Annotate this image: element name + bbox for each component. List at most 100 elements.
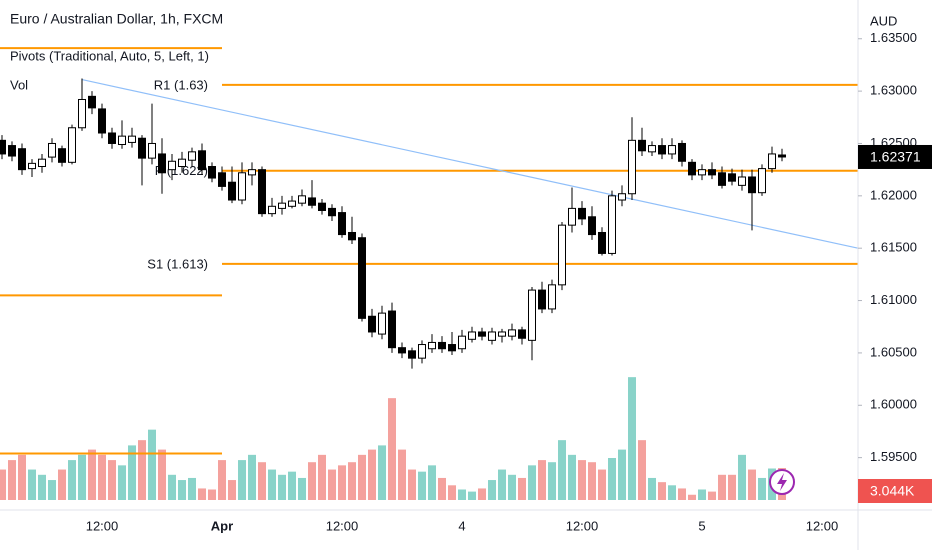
volume-bar — [38, 474, 46, 500]
candle-body — [528, 289, 536, 341]
volume-bar — [218, 460, 226, 500]
volume-bar — [338, 465, 346, 500]
volume-bar — [748, 469, 756, 500]
x-tick-label: 12:00 — [806, 518, 839, 533]
candle-body — [658, 145, 666, 155]
y-tick-label: 1.63000 — [870, 83, 917, 98]
volume-bar — [678, 488, 686, 500]
candle-body — [8, 145, 16, 157]
volume-bar — [538, 460, 546, 500]
candle-body — [318, 202, 326, 211]
candle-body — [158, 153, 166, 174]
candle-body — [128, 135, 136, 143]
candle-body — [388, 310, 396, 349]
pivot-label: R1 (1.63) — [154, 77, 208, 92]
candle-body — [738, 176, 746, 186]
volume-bar — [688, 494, 696, 500]
volume-bar — [698, 489, 706, 500]
volume-bar — [248, 454, 256, 500]
x-tick-label: 12:00 — [86, 518, 119, 533]
candle-body — [108, 132, 116, 144]
alert-icon[interactable] — [769, 469, 795, 495]
candle-body — [518, 329, 526, 339]
candle-body — [488, 331, 496, 341]
volume-bar — [648, 477, 656, 500]
candle-body — [478, 331, 486, 337]
volume-bar — [58, 469, 66, 500]
y-tick-label: 1.63500 — [870, 30, 917, 45]
volume-bar — [508, 474, 516, 500]
volume-bar — [708, 491, 716, 500]
volume-bar — [158, 449, 166, 500]
volume-bar — [128, 445, 136, 500]
volume-bar — [598, 469, 606, 500]
candle-body — [468, 331, 476, 340]
candle-body — [98, 108, 106, 134]
volume-bar — [368, 449, 376, 500]
volume-bar — [608, 458, 616, 500]
candle-body — [348, 231, 356, 241]
y-tick-label: 1.61000 — [870, 292, 917, 307]
candle-body — [168, 160, 176, 171]
volume-bar — [48, 480, 56, 500]
volume-bar — [258, 462, 266, 500]
last-volume-label: 3.044K — [870, 483, 915, 499]
volume-bar — [318, 454, 326, 500]
volume-bar — [478, 488, 486, 500]
candle-body — [18, 148, 26, 171]
y-tick-label: 1.59500 — [870, 449, 917, 464]
candle-body — [608, 195, 616, 254]
volume-bar — [658, 482, 666, 500]
volume-bar — [88, 449, 96, 500]
candle-body — [648, 145, 656, 153]
candle-body — [58, 148, 66, 163]
candle-body — [718, 172, 726, 186]
candle-body — [138, 137, 146, 159]
volume-bar — [428, 465, 436, 500]
candle-body — [288, 200, 296, 207]
volume-label-bg — [858, 479, 932, 503]
candle-body — [278, 202, 286, 209]
volume-bar — [348, 462, 356, 500]
candle-body — [28, 162, 36, 170]
candle-body — [248, 169, 256, 176]
y-tick-label: 1.62000 — [870, 187, 917, 202]
candle-body — [508, 329, 516, 337]
volume-bar — [438, 477, 446, 500]
candle-body — [378, 312, 386, 335]
candle-body — [428, 341, 436, 350]
volume-bar — [728, 474, 736, 500]
candle-body — [618, 193, 626, 201]
volume-bar — [518, 477, 526, 500]
candle-body — [238, 172, 246, 201]
y-tick-label: 1.60500 — [870, 344, 917, 359]
pivot-label: S1 (1.613) — [147, 256, 208, 271]
volume-bar — [668, 485, 676, 500]
volume-bar — [28, 469, 36, 500]
candle-body — [188, 151, 196, 161]
candle-body — [448, 344, 456, 352]
candle-body — [678, 142, 686, 162]
chart-title: Euro / Australian Dollar, 1h, FXCM — [10, 11, 223, 27]
volume-bar — [178, 480, 186, 500]
candle-body — [548, 284, 556, 310]
candle-body — [568, 207, 576, 226]
candle-body — [298, 195, 306, 204]
volume-bar — [718, 474, 726, 500]
candle-body — [88, 95, 96, 109]
candle-body — [308, 197, 316, 206]
x-tick-label: 12:00 — [566, 518, 599, 533]
candle-body — [708, 169, 716, 176]
candle-body — [78, 98, 86, 129]
candle-body — [258, 169, 266, 215]
candle-body — [558, 224, 566, 286]
candle-body — [438, 341, 446, 350]
candle-body — [268, 205, 276, 215]
volume-bar — [78, 454, 86, 500]
volume-bar — [448, 485, 456, 500]
plot-area: R1 (1.63)P (1.622)S1 (1.613) — [0, 47, 859, 500]
volume-bar — [208, 489, 216, 500]
candle-body — [0, 139, 6, 155]
candle-body — [228, 181, 236, 201]
